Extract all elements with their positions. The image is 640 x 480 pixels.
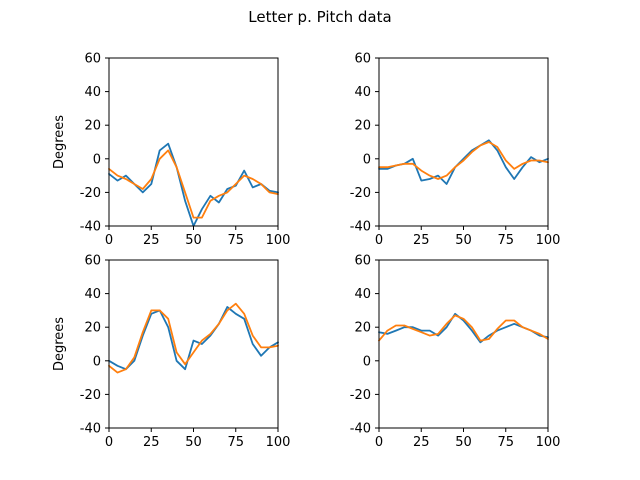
y-tick-label: 0: [363, 152, 371, 167]
axes-frame: [378, 259, 549, 429]
y-tick-label: 0: [93, 152, 101, 167]
series-line-2: [378, 141, 549, 180]
y-tick-label: 40: [354, 287, 371, 302]
y-tick-label: 20: [354, 321, 371, 336]
y-tick-label: 60: [84, 254, 101, 269]
y-tick-label: 40: [354, 85, 371, 100]
x-tick-label: 50: [185, 435, 202, 450]
x-tick-label: 100: [536, 435, 561, 450]
series-line-1: [108, 306, 279, 371]
y-tick-label: -40: [350, 422, 371, 437]
y-tick-label: 20: [84, 321, 101, 336]
y-tick-label: 20: [84, 119, 101, 134]
y-tick-label: 20: [354, 119, 371, 134]
x-tick-label: 25: [143, 233, 160, 248]
y-tick-label: -20: [80, 388, 101, 403]
x-tick-label: 100: [536, 233, 561, 248]
y-tick-label: -40: [80, 220, 101, 235]
y-tick-label: -20: [350, 388, 371, 403]
x-tick-label: 50: [455, 435, 472, 450]
x-tick-label: 50: [455, 233, 472, 248]
x-tick-label: 75: [227, 435, 244, 450]
x-tick-label: 100: [266, 233, 291, 248]
x-tick-label: 0: [375, 435, 383, 450]
series-line-2: [108, 302, 279, 374]
y-tick-label: 40: [84, 287, 101, 302]
y-axis-label: Degrees: [52, 115, 67, 169]
y-tick-label: 40: [84, 85, 101, 100]
y-tick-label: 60: [354, 254, 371, 269]
y-tick-label: -20: [350, 186, 371, 201]
x-tick-label: 50: [185, 233, 202, 248]
series-line-2: [108, 149, 279, 219]
x-tick-label: 25: [143, 435, 160, 450]
subplot-3: 0 25 50 75 100 60 40 20 0 -20 -40 Degrees: [52, 254, 290, 451]
y-axis-label: Degrees: [52, 317, 67, 371]
series-line-1: [378, 139, 549, 185]
axes-frame: [378, 57, 549, 227]
x-tick-label: 0: [375, 233, 383, 248]
y-tick-label: -40: [80, 422, 101, 437]
figure-title: Letter p. Pitch data: [248, 8, 391, 26]
subplot-1: 0 25 50 75 100 60 40 20 0 -20 -40 Degrees: [52, 52, 290, 249]
y-tick-label: 60: [354, 52, 371, 67]
x-tick-label: 75: [497, 233, 514, 248]
x-tick-label: 100: [266, 435, 291, 450]
subplot-2: 0 25 50 75 100 60 40 20 0 -20 -40: [350, 52, 561, 249]
subplots-layer: 0 25 50 75 100 60 40 20 0 -20 -40 Degrees 0 25 50 75 100…: [52, 52, 560, 451]
series-line-2: [378, 314, 549, 342]
x-tick-label: 0: [105, 435, 113, 450]
x-tick-label: 75: [497, 435, 514, 450]
y-tick-label: -40: [350, 220, 371, 235]
x-tick-label: 25: [413, 233, 430, 248]
x-tick-label: 25: [413, 435, 430, 450]
axes-frame: [108, 57, 279, 227]
y-tick-label: 60: [84, 52, 101, 67]
subplot-4: 0 25 50 75 100 60 40 20 0 -20 -40: [350, 254, 561, 451]
y-tick-label: 0: [93, 354, 101, 369]
y-tick-label: 0: [363, 354, 371, 369]
y-tick-label: -20: [80, 186, 101, 201]
x-tick-label: 75: [227, 233, 244, 248]
x-tick-label: 0: [105, 233, 113, 248]
